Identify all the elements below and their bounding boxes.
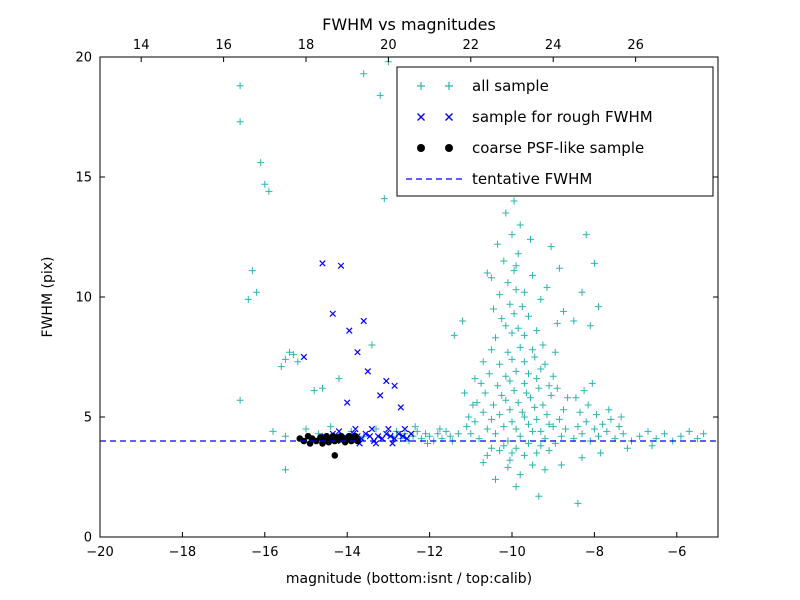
y-tick-label: 5 <box>84 411 92 426</box>
legend-label-all-sample: all sample <box>472 77 549 95</box>
x-tick-label-bottom: −12 <box>416 545 443 560</box>
chart-title: FWHM vs magnitudes <box>322 15 496 34</box>
legend-box <box>396 66 714 197</box>
psf-point <box>319 440 326 447</box>
x-tick-label-bottom: −14 <box>333 545 360 560</box>
x-tick-label-bottom: −6 <box>667 545 686 560</box>
axes-layer: −20 −18 −16 −14 −12 −10 −8 −6 14 16 18 20 22 24 26 0 5 10… <box>75 38 719 560</box>
legend-circle-marker <box>417 144 425 152</box>
x-tick-label-top: 18 <box>298 38 315 53</box>
legend-circle-marker <box>445 144 453 152</box>
psf-point <box>331 452 339 459</box>
x-tick-label-top: 22 <box>463 38 480 53</box>
y-tick-label: 20 <box>75 51 92 66</box>
legend-plus-marker <box>445 82 453 90</box>
x-tick-label-bottom: −16 <box>251 545 278 560</box>
legend-x-marker <box>417 113 425 121</box>
psf-point <box>306 440 314 447</box>
legend-label-rough-fwhm: sample for rough FWHM <box>472 108 653 126</box>
legend-markers <box>406 82 464 180</box>
x-axis-label: magnitude (bottom:isnt / top:calib) <box>286 571 532 587</box>
x-tick-label-bottom: −10 <box>498 545 525 560</box>
x-tick-label-top: 24 <box>545 38 562 53</box>
legend-plus-marker <box>417 82 425 90</box>
x-tick-label-top: 14 <box>133 38 150 53</box>
chart-layer <box>100 58 718 507</box>
x-tick-label-top: 20 <box>380 38 397 53</box>
legend: all sample sample for rough FWHM coarse … <box>396 66 714 197</box>
y-tick-label: 15 <box>75 171 92 186</box>
legend-x-marker <box>445 113 453 121</box>
all-sample-points <box>236 58 708 507</box>
psf-point <box>354 437 361 445</box>
legend-label-psf-sample: coarse PSF-like sample <box>472 139 644 157</box>
y-axis-label: FWHM (pix) <box>40 257 56 338</box>
legend-label-tentative-fwhm: tentative FWHM <box>472 170 592 188</box>
x-tick-label-bottom: −8 <box>585 545 604 560</box>
x-tick-label-top: 16 <box>215 38 232 53</box>
y-tick-label: 10 <box>75 291 92 306</box>
coarse-psf-like-sample-points <box>296 432 361 459</box>
x-tick-label-bottom: −18 <box>169 545 196 560</box>
y-tick-label: 0 <box>84 531 92 546</box>
sample-for-rough-fwhm-points <box>300 260 415 447</box>
x-tick-label-bottom: −20 <box>86 545 113 560</box>
x-tick-label-top: 26 <box>627 38 644 53</box>
